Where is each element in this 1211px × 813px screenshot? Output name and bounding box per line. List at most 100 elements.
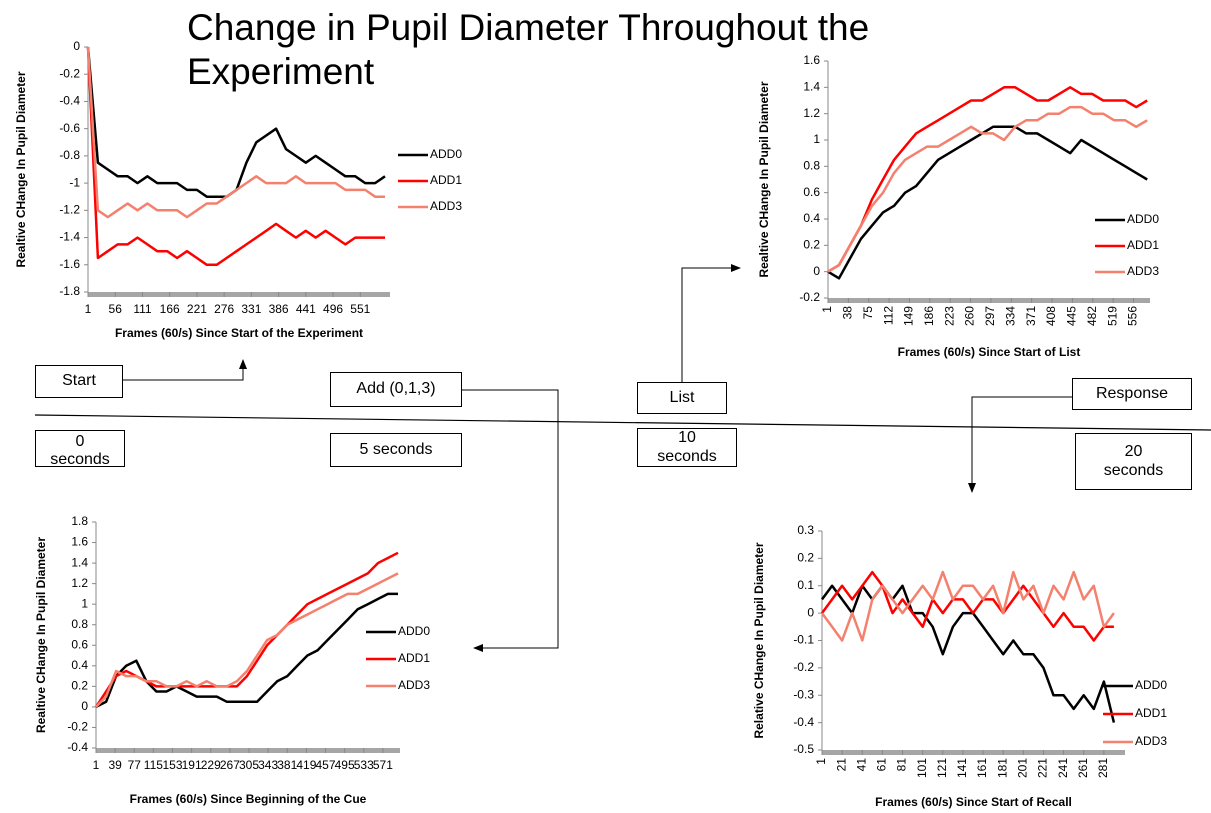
x-axis-title: Frames (60/s) Since Start of the Experim… [115, 326, 363, 340]
y-tick-label: -0.8 [59, 148, 80, 162]
x-tick-label: 281 [1096, 758, 1110, 778]
event-box: List [637, 382, 727, 414]
arrow [968, 396, 1072, 493]
x-tick-label: 556 [1126, 306, 1140, 326]
y-tick-label: 0.3 [797, 523, 814, 537]
legend-label: ADD1 [398, 651, 430, 665]
x-tick-label: 386 [269, 302, 289, 316]
x-tick-label: 408 [1044, 306, 1058, 326]
y-tick-label: 1.6 [803, 53, 820, 67]
legend-label: ADD0 [1135, 678, 1167, 692]
x-axis-title: Frames (60/s) Since Start of List [898, 345, 1081, 359]
y-tick-label: 1.4 [71, 555, 88, 569]
y-axis-title: Realtive CHange In Pupil Diameter [34, 537, 48, 733]
x-tick-label: 457 [315, 758, 335, 772]
series-line [820, 570, 1115, 642]
time-box: 20 seconds [1075, 433, 1192, 490]
y-tick-label: 1 [81, 596, 88, 610]
y-tick-label: -1.2 [59, 203, 80, 217]
x-tick-label: 161 [975, 758, 989, 778]
x-tick-label: 77 [128, 758, 142, 772]
x-axis [822, 750, 1125, 755]
series-line [827, 105, 1148, 273]
x-tick-label: 166 [160, 302, 180, 316]
x-axis [88, 292, 390, 297]
series-line [820, 584, 1116, 723]
y-tick-label: 0.6 [71, 637, 88, 651]
y-tick-label: -0.1 [793, 633, 814, 647]
arrow [681, 264, 741, 382]
page-title: Change in Pupil Diameter Throughout the … [187, 7, 870, 92]
x-tick-label: 141 [955, 758, 969, 778]
y-tick-label: 0.1 [797, 578, 814, 592]
y-tick-label: 0.6 [803, 185, 820, 199]
legend-label: ADD1 [1135, 706, 1167, 720]
x-tick-label: 519 [1105, 306, 1119, 326]
y-tick-label: 1.6 [71, 535, 88, 549]
timeline-axis [34, 414, 1211, 431]
x-tick-label: 1 [814, 758, 828, 765]
y-tick-label: 0 [81, 699, 88, 713]
legend-label: ADD1 [1127, 238, 1159, 252]
x-tick-label: 186 [922, 306, 936, 326]
y-tick-label: -0.2 [67, 720, 88, 734]
y-tick-label: 1.2 [803, 106, 820, 120]
y-axis-title: Realtive CHange In Pupil Diameter [757, 81, 771, 277]
x-axis-title: Frames (60/s) Since Beginning of the Cue [130, 792, 367, 806]
y-tick-label: -0.2 [793, 660, 814, 674]
x-tick-label: 419 [296, 758, 316, 772]
x-tick-label: 115 [144, 758, 163, 772]
y-tick-label: 0.2 [797, 551, 814, 565]
legend-label: ADD0 [398, 624, 430, 638]
x-tick-label: 101 [915, 758, 929, 778]
y-tick-label: -0.2 [799, 290, 820, 304]
time-box: 10 seconds [637, 428, 737, 467]
x-tick-label: 221 [187, 302, 207, 316]
event-box: Add (0,1,3) [330, 372, 462, 407]
y-tick-label: 0 [73, 39, 80, 53]
arrow [123, 359, 247, 381]
x-tick-label: 495 [335, 758, 355, 772]
series-line [827, 125, 1148, 280]
x-tick-label: 81 [895, 758, 909, 772]
x-tick-label: 201 [1016, 758, 1030, 778]
y-axis-title: Realtive CHange In Pupil Diameter [14, 71, 28, 267]
x-tick-label: 223 [942, 306, 956, 326]
x-tick-label: 191 [182, 758, 202, 772]
x-tick-label: 482 [1085, 306, 1099, 326]
x-tick-label: 121 [935, 758, 949, 778]
x-tick-label: 297 [983, 306, 997, 326]
y-tick-label: 0.8 [71, 617, 88, 631]
x-tick-label: 261 [1076, 758, 1090, 778]
y-tick-label: 0 [813, 264, 820, 278]
x-tick-label: 381 [277, 758, 297, 772]
x-tick-label: 153 [162, 758, 182, 772]
x-tick-label: 343 [258, 758, 278, 772]
x-tick-label: 112 [881, 306, 895, 325]
series-line [827, 86, 1148, 273]
x-tick-label: 38 [841, 306, 855, 320]
x-tick-label: 496 [323, 302, 343, 316]
y-tick-label: 0.8 [803, 159, 820, 173]
x-tick-label: 56 [109, 302, 123, 316]
event-box: Start [35, 365, 123, 398]
y-tick-label: -0.5 [793, 742, 814, 756]
series-line [94, 551, 399, 708]
x-tick-label: 181 [995, 758, 1009, 778]
x-tick-label: 75 [861, 306, 875, 320]
x-tick-label: 149 [902, 306, 916, 326]
x-axis-title: Frames (60/s) Since Start of Recall [875, 795, 1072, 809]
series-line [95, 572, 399, 708]
legend-label: ADD3 [430, 199, 462, 213]
x-tick-label: 21 [834, 758, 848, 772]
y-axis-title: Relative CHange In Pupil Diameter [752, 542, 766, 738]
y-tick-label: -0.4 [67, 740, 88, 754]
x-tick-label: 331 [241, 302, 261, 316]
x-tick-label: 61 [875, 758, 889, 772]
x-tick-label: 1 [820, 306, 834, 313]
y-tick-label: 1.8 [71, 514, 88, 528]
x-tick-label: 1 [93, 758, 100, 772]
y-tick-label: 1.4 [803, 80, 820, 94]
time-box: 5 seconds [330, 433, 462, 467]
